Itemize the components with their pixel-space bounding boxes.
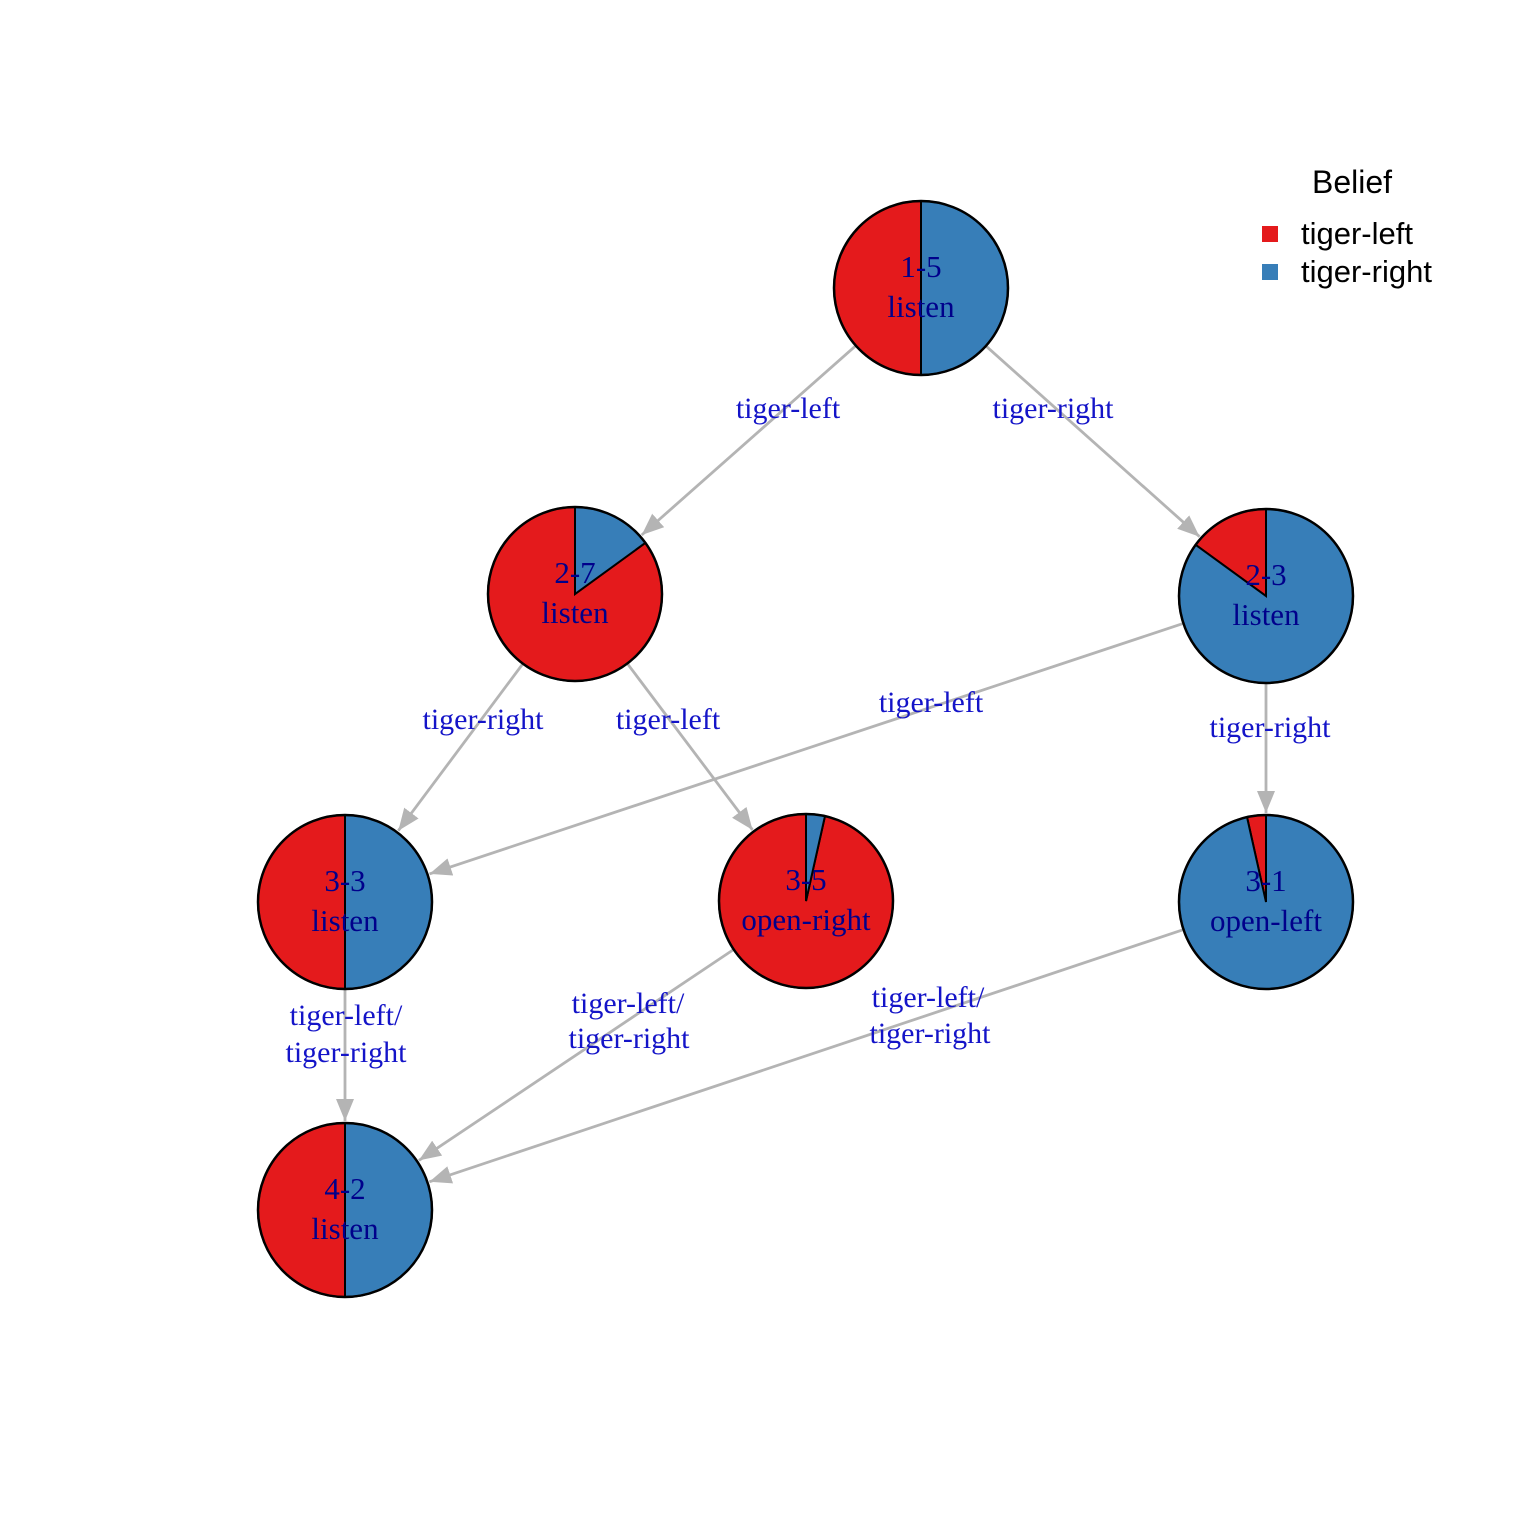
node-outline bbox=[256, 1121, 434, 1299]
edge-label-3-5-to-4-2-line1: tiger-left/ bbox=[572, 987, 685, 1020]
legend-swatch-tiger-left-icon bbox=[1262, 226, 1278, 242]
node-id-label: 4-2 bbox=[324, 1171, 365, 1206]
node-outline bbox=[256, 813, 434, 991]
edge-3-1-to-4-2 bbox=[428, 928, 1183, 1184]
belief-slice-tiger-left bbox=[257, 813, 346, 991]
legend-item-tiger-left: tiger-left bbox=[1262, 215, 1432, 253]
edge-label-2-3-to-3-1-line1: tiger-right bbox=[1209, 711, 1331, 744]
legend-swatch-tiger-right-icon bbox=[1262, 264, 1278, 280]
belief-node-2-3: 2-3 listen bbox=[1177, 507, 1355, 685]
node-id-label: 3-1 bbox=[1245, 863, 1286, 898]
node-action-label: listen bbox=[541, 595, 609, 630]
legend-title: Belief bbox=[1312, 164, 1393, 200]
node-outline bbox=[717, 812, 895, 990]
node-id-label: 2-3 bbox=[1245, 557, 1286, 592]
edge-2-7-to-3-3 bbox=[397, 663, 524, 832]
edge-2-7-to-3-5 bbox=[626, 663, 754, 831]
edge-label-3-3-to-4-2-line1: tiger-left/ bbox=[290, 999, 403, 1032]
node-outline bbox=[486, 505, 664, 683]
edge-label-1-5-to-2-7-line1: tiger-left bbox=[736, 392, 841, 425]
node-action-label: listen bbox=[1232, 597, 1300, 632]
node-action-label: open-left bbox=[1210, 903, 1322, 938]
edge-label-3-1-to-4-2-line2: tiger-right bbox=[869, 1017, 991, 1050]
node-action-label: listen bbox=[311, 903, 379, 938]
node-id-label: 1-5 bbox=[900, 249, 941, 284]
node-outline bbox=[832, 199, 1010, 377]
node-id-label: 2-7 bbox=[554, 555, 595, 590]
belief-slice-tiger-left bbox=[257, 1121, 346, 1299]
node-id-label: 3-3 bbox=[324, 863, 365, 898]
node-action-label: open-right bbox=[741, 902, 871, 937]
node-id-label: 3-5 bbox=[785, 862, 826, 897]
belief-node-3-1: 3-1 open-left bbox=[1177, 813, 1355, 991]
legend: Belief tiger-left tiger-right bbox=[1262, 164, 1432, 291]
edge-label-1-5-to-2-3-line1: tiger-right bbox=[992, 392, 1114, 425]
edge-label-2-7-to-3-3-line1: tiger-right bbox=[422, 703, 544, 736]
legend-label-tiger-right: tiger-right bbox=[1301, 254, 1432, 289]
node-outline bbox=[1177, 813, 1355, 991]
edge-2-3-to-3-3 bbox=[429, 622, 1183, 876]
belief-node-3-3: 3-3 listen bbox=[256, 813, 434, 991]
belief-node-2-7: 2-7 listen bbox=[486, 505, 664, 683]
belief-slice-tiger-right bbox=[344, 813, 433, 991]
node-action-label: listen bbox=[311, 1211, 379, 1246]
belief-node-3-5: 3-5 open-right bbox=[717, 812, 895, 990]
edge-label-3-3-to-4-2-line2: tiger-right bbox=[285, 1036, 407, 1069]
legend-item-tiger-right: tiger-right bbox=[1262, 253, 1432, 291]
belief-node-1-5: 1-5 listen bbox=[832, 199, 1010, 377]
legend-label-tiger-left: tiger-left bbox=[1301, 216, 1413, 251]
edge-1-5-to-2-7 bbox=[640, 345, 857, 537]
edge-label-3-1-to-4-2-line1: tiger-left/ bbox=[872, 981, 985, 1014]
edge-label-2-7-to-3-5-line1: tiger-left bbox=[616, 703, 721, 736]
node-outline bbox=[1177, 507, 1355, 685]
edge-3-5-to-4-2 bbox=[418, 948, 734, 1162]
node-action-label: listen bbox=[887, 289, 955, 324]
belief-slice-tiger-right bbox=[920, 199, 1009, 377]
belief-slice-tiger-right bbox=[344, 1121, 433, 1299]
edge-label-2-3-to-3-3-line1: tiger-left bbox=[879, 686, 984, 719]
edge-1-5-to-2-3 bbox=[985, 345, 1201, 538]
belief-slice-tiger-left bbox=[833, 199, 922, 377]
edge-label-3-5-to-4-2-line2: tiger-right bbox=[568, 1022, 690, 1055]
belief-node-4-2: 4-2 listen bbox=[256, 1121, 434, 1299]
